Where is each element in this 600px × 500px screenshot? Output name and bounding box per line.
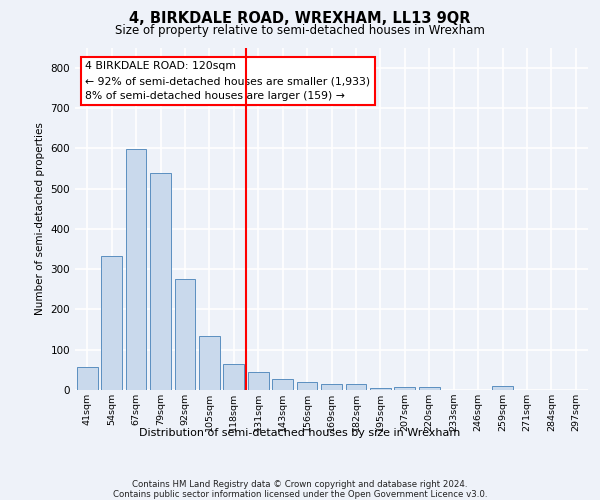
Bar (175, 279, 196, 390)
Bar (199, 336, 220, 390)
Bar (248, 372, 269, 390)
Bar (492, 386, 513, 390)
Bar (370, 388, 391, 390)
Bar (101, 256, 122, 390)
Bar (77, 367, 98, 390)
Bar (394, 387, 415, 390)
Bar (272, 379, 293, 390)
Bar (296, 382, 317, 390)
Text: Contains HM Land Registry data © Crown copyright and database right 2024.
Contai: Contains HM Land Registry data © Crown c… (113, 480, 487, 499)
Bar (321, 384, 342, 390)
Bar (223, 364, 244, 390)
Bar (419, 387, 440, 390)
Text: Size of property relative to semi-detached houses in Wrexham: Size of property relative to semi-detach… (115, 24, 485, 37)
Text: Distribution of semi-detached houses by size in Wrexham: Distribution of semi-detached houses by … (139, 428, 461, 438)
Bar (150, 173, 171, 390)
Bar (346, 384, 367, 390)
Text: 4, BIRKDALE ROAD, WREXHAM, LL13 9QR: 4, BIRKDALE ROAD, WREXHAM, LL13 9QR (129, 11, 471, 26)
Y-axis label: Number of semi-detached properties: Number of semi-detached properties (35, 122, 45, 315)
Text: 4 BIRKDALE ROAD: 120sqm
← 92% of semi-detached houses are smaller (1,933)
8% of : 4 BIRKDALE ROAD: 120sqm ← 92% of semi-de… (85, 61, 370, 101)
Bar (125, 150, 146, 390)
